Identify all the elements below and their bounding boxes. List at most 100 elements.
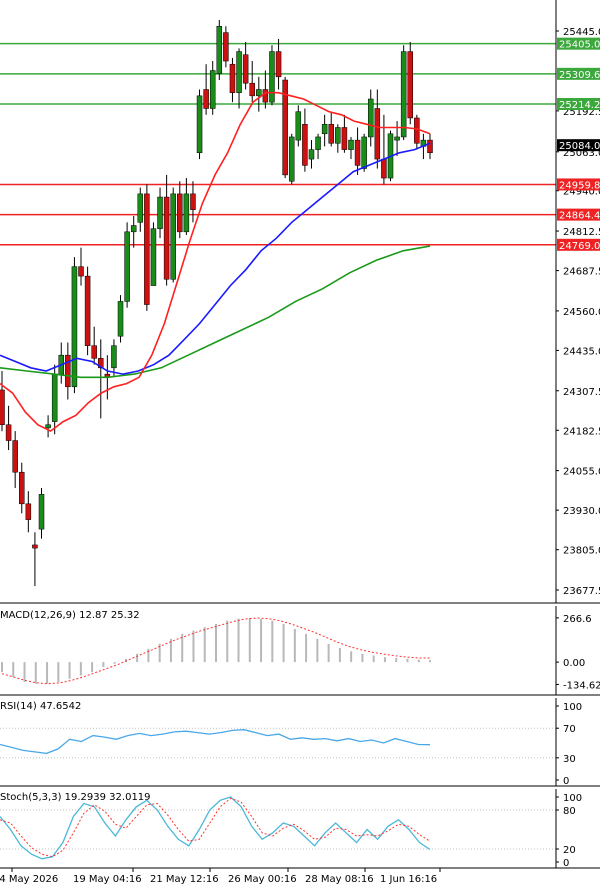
rsi-panel: RSI(14) 47.6542 100 70 30 0 (0, 701, 582, 787)
stoch-label: Stoch(5,3,3) 19.2939 32.0119 (0, 792, 151, 803)
candle-bear (190, 193, 196, 210)
price-tick-label: 23677.5 (563, 586, 600, 597)
price-axis: 25445.0 25192.5 25063.0 24940.0 24812.5 24687… (556, 27, 600, 597)
stoch-tick-label: 20 (563, 845, 576, 856)
time-axis: 14 May 2026 19 May 04:16 21 May 12:16 26 Ma… (0, 868, 441, 884)
price-tick-label: 24307.5 (563, 387, 600, 398)
price-tick-label: 24055.0 (563, 467, 600, 478)
macd-label: MACD(12,26,9) 12.87 25.32 (0, 610, 140, 621)
candle-bull (348, 139, 354, 150)
candle-bear (25, 503, 32, 520)
candle-bull (111, 345, 117, 369)
current-price-tag (557, 139, 600, 152)
candle-bull (196, 95, 203, 154)
level-tag-support (557, 178, 600, 191)
candle-bull (400, 51, 407, 138)
level-tag-label: 24864.4 (559, 211, 600, 222)
candle-bull (71, 266, 78, 388)
candle-bull (321, 124, 328, 135)
candle-bear (78, 266, 84, 277)
level-tag-label: 25309.6 (559, 70, 600, 81)
candle-bull (150, 228, 157, 286)
macd-signal-line (1, 617, 430, 685)
rsi-tick-label: 70 (563, 724, 576, 735)
candle-bull (130, 225, 137, 233)
rsi-tick-label: 100 (563, 702, 582, 713)
rsi-tick-label: 30 (563, 754, 576, 765)
ema-fast-line (0, 91, 431, 433)
price-tick-label: 24940.0 (563, 187, 600, 198)
candle-bear (84, 275, 91, 346)
candle-bear (229, 63, 236, 93)
stoch-tick-label: 80 (563, 806, 576, 817)
level-tag-resistance (557, 97, 600, 110)
candle-bear (414, 117, 420, 144)
rsi-tick-label: 0 (563, 776, 569, 787)
stoch-main-line (0, 796, 431, 860)
candle-bear (275, 51, 282, 78)
candle-bear (91, 345, 97, 359)
price-tick-label: 24812.5 (563, 227, 600, 238)
stoch-tick-label: 100 (563, 793, 582, 804)
candle-bull (137, 193, 144, 223)
candle-bear (282, 79, 288, 176)
candle-bull (394, 136, 400, 141)
candle-bear (144, 193, 150, 305)
candle-bull (170, 193, 176, 280)
candle-bull (124, 231, 130, 302)
candle-bull (361, 136, 367, 169)
rsi-line (0, 729, 431, 755)
candle-bear (223, 32, 229, 62)
price-tick-label: 24687.5 (563, 267, 600, 278)
candle-bear (341, 127, 348, 150)
price-tick-label: 24435.0 (563, 346, 600, 357)
macd-panel: MACD(12,26,9) 12.87 25.32 266.6 0.00 -134.… (0, 610, 600, 691)
level-tag-label: 24769.0 (559, 241, 600, 252)
time-tick-label: 19 May 04:16 (73, 874, 142, 884)
moving-averages (0, 91, 431, 433)
price-tick-label: 23805.0 (563, 546, 600, 557)
price-tick-label: 25063.0 (563, 148, 600, 159)
candle-bull (295, 111, 302, 141)
candle-bull (38, 494, 45, 530)
candle-bear (5, 424, 12, 441)
candle-bull (183, 193, 190, 233)
time-tick-label: 1 Jun 16:16 (380, 874, 437, 884)
ema-slow-line (0, 245, 431, 379)
level-tag-resistance (557, 37, 600, 50)
candle-bear (249, 82, 255, 97)
candle-bear (12, 440, 18, 473)
level-tag-resistance (557, 67, 600, 80)
candle-bear (262, 89, 269, 103)
macd-tick-label: 266.6 (563, 614, 592, 625)
rsi-label: RSI(14) 47.6542 (0, 701, 81, 712)
candle-bull (308, 149, 315, 160)
time-tick-label: 14 May 2026 (0, 874, 58, 884)
candle-bull (157, 196, 163, 229)
candle-bear (65, 354, 71, 388)
price-tick-label: 24182.5 (563, 426, 600, 437)
price-tick-label: 25445.0 (563, 27, 600, 38)
candle-bear (354, 139, 361, 166)
candle-bull (288, 136, 295, 182)
candle-bear (203, 89, 209, 109)
candle-bear (0, 389, 5, 426)
price-tick-label: 25192.5 (563, 107, 600, 118)
candle-bull (335, 127, 341, 144)
candle-bear (381, 158, 387, 179)
time-tick-label: 26 May 00:16 (228, 874, 297, 884)
price-candles (0, 19, 433, 587)
candle-bear (242, 54, 249, 84)
candle-bear (407, 51, 413, 119)
stoch-panel: Stoch(5,3,3) 19.2939 32.0119 100 80 20 0 (0, 792, 582, 869)
candle-bear (302, 124, 308, 166)
current-price-label: 25084.0 (559, 141, 600, 152)
price-level-lines (0, 42, 556, 246)
candle-bull (367, 98, 374, 138)
price-panel: 25445.0 25192.5 25063.0 24940.0 24812.5 24687… (0, 19, 600, 597)
price-tick-label: 23930.0 (563, 506, 600, 517)
candle-bear (427, 139, 433, 154)
candle-bull (269, 51, 275, 103)
macd-tick-label: 0.00 (563, 658, 585, 669)
